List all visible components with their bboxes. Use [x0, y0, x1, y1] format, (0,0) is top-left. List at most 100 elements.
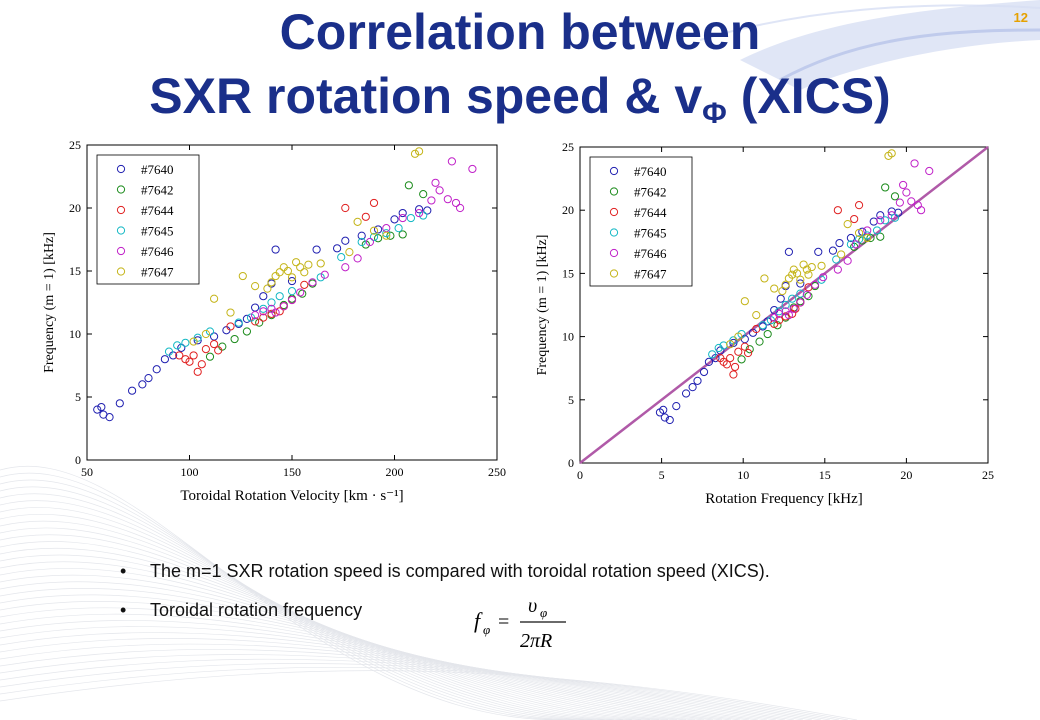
- data-point: [431, 178, 440, 187]
- legend-box: [589, 156, 693, 287]
- legend-marker: [609, 187, 619, 196]
- data-point: [427, 196, 436, 205]
- reference-line: [579, 146, 989, 464]
- x-tick-label: 15: [819, 468, 831, 482]
- data-point: [850, 214, 859, 224]
- data-point: [876, 211, 885, 220]
- data-point: [341, 203, 350, 213]
- title-line-2-end: (XICS): [726, 68, 891, 124]
- data-point: [833, 265, 842, 274]
- data-point: [743, 348, 753, 358]
- data-point: [846, 233, 856, 243]
- data-point: [382, 231, 391, 240]
- data-point: [287, 295, 297, 305]
- legend-marker: [609, 248, 619, 258]
- data-point: [837, 250, 846, 259]
- legend-marker: [116, 267, 126, 276]
- data-point: [863, 231, 872, 240]
- data-point: [846, 240, 856, 249]
- data-point: [456, 203, 465, 213]
- data-point: [415, 208, 424, 218]
- mesh-line: [0, 670, 858, 720]
- data-point: [693, 376, 702, 385]
- data-point: [128, 386, 137, 395]
- data-point: [259, 304, 268, 313]
- data-point: [398, 213, 407, 223]
- data-point: [205, 327, 215, 336]
- x-tick-label: 100: [181, 465, 199, 479]
- data-point: [770, 284, 779, 293]
- y-axis-label: Frequency (m = 1) [kHz]: [42, 232, 57, 373]
- data-point: [353, 217, 362, 226]
- data-point: [814, 247, 823, 257]
- mesh-line: [0, 620, 768, 720]
- data-point: [201, 329, 210, 339]
- formula-numerator-subscript: φ: [540, 605, 547, 620]
- mesh-line: [0, 626, 777, 720]
- data-point: [251, 311, 260, 320]
- data-point: [287, 276, 297, 286]
- legend-marker: [609, 228, 619, 237]
- y-tick-label: 15: [69, 264, 81, 278]
- data-point: [296, 263, 305, 272]
- data-point: [895, 198, 904, 207]
- data-point: [369, 226, 379, 235]
- chart-velocity-vs-frequency: 50 100 150 200 250 0 5 10 15 20 25 #7640 #7642 #7644 #…: [34, 130, 514, 525]
- data-point: [843, 256, 852, 265]
- data-point: [164, 347, 174, 356]
- title-line-1: Correlation between: [279, 4, 761, 60]
- data-point: [275, 292, 284, 301]
- data-point: [755, 337, 764, 346]
- data-point: [214, 346, 223, 355]
- y-tick-label: 5: [75, 390, 81, 404]
- data-point: [660, 413, 669, 422]
- data-point: [259, 292, 268, 301]
- bullet-item: Toroidal rotation frequency: [118, 597, 770, 636]
- data-point: [659, 405, 668, 415]
- data-point: [760, 274, 769, 283]
- data-point: [296, 288, 305, 297]
- legend-label: #7645: [141, 224, 174, 239]
- legend-label: #7640: [634, 164, 667, 179]
- mesh-line: [0, 638, 795, 720]
- data-point: [740, 297, 749, 306]
- legend-label: #7642: [141, 183, 174, 198]
- data-point: [781, 300, 790, 310]
- mesh-line: [0, 666, 849, 720]
- data-point: [726, 353, 735, 363]
- data-point: [201, 345, 210, 354]
- data-point: [784, 247, 793, 257]
- data-point: [345, 248, 354, 257]
- data-point: [374, 225, 383, 234]
- data-point: [316, 259, 325, 268]
- legend-label: #7646: [141, 244, 174, 259]
- mesh-line: [0, 643, 804, 720]
- y-axis-label: Frequency (m = 1) [kHz]: [535, 235, 550, 376]
- data-point: [242, 314, 251, 323]
- data-point: [722, 360, 731, 369]
- data-point: [181, 355, 190, 364]
- x-tick-label: 150: [283, 465, 301, 479]
- data-point: [729, 370, 738, 379]
- data-point: [410, 149, 420, 158]
- data-point: [843, 220, 852, 229]
- data-point: [828, 246, 838, 255]
- data-point: [105, 413, 114, 422]
- y-tick-label: 10: [69, 327, 81, 341]
- data-point: [189, 351, 198, 360]
- legend-marker: [609, 269, 619, 278]
- data-point: [316, 273, 325, 282]
- data-point: [369, 232, 379, 242]
- formula-equals: =: [498, 611, 509, 633]
- data-point: [234, 318, 243, 327]
- data-point: [802, 265, 811, 274]
- data-point: [435, 186, 444, 195]
- slide-title: Correlation between SXR rotation speed &…: [0, 0, 1040, 136]
- data-point: [251, 282, 260, 291]
- legend-label: #7642: [634, 185, 667, 200]
- data-point: [263, 284, 272, 293]
- data-point: [357, 237, 366, 247]
- data-point: [275, 307, 284, 316]
- legend-marker: [609, 207, 619, 217]
- data-point: [374, 234, 383, 243]
